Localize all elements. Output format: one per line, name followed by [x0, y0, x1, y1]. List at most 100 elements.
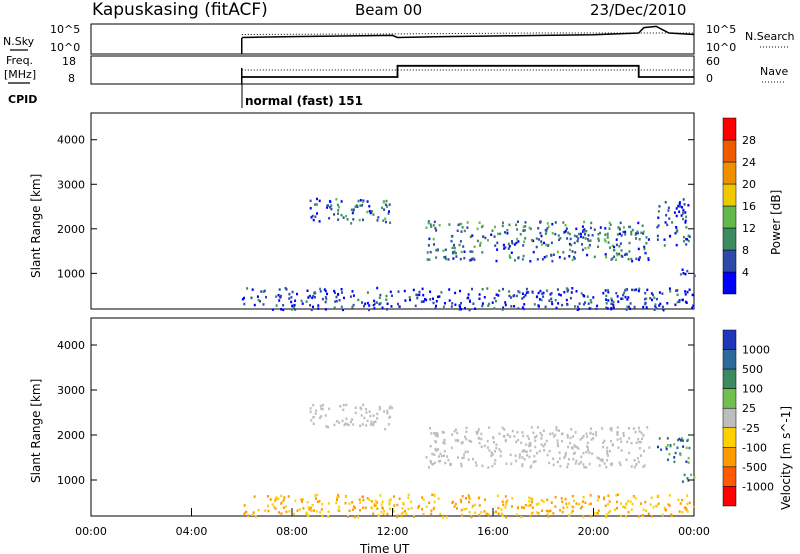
heat-cell-3-4: [657, 502, 660, 505]
heat-cell-3-4: [362, 498, 365, 502]
heat-cell-2-1: [456, 229, 459, 232]
heat-cell-2-0: [366, 200, 369, 203]
heat-cell-2-4: [513, 305, 516, 308]
xaxis-title: Time UT: [359, 542, 410, 554]
heat-cell-3-4: [421, 496, 424, 499]
heat-cell-2-1: [535, 245, 538, 249]
heat-cell-2-4: [422, 300, 425, 303]
heat-cell-2-4: [324, 289, 327, 293]
heat-cell-2-4: [308, 295, 311, 298]
heat-cell-3-4: [644, 500, 647, 504]
noise-panel: 10^5 10^0 10^5 10^0: [50, 23, 736, 55]
heat-cell-2-1: [523, 240, 526, 243]
heat-cell-2-4: [338, 299, 341, 302]
heat-cell-3-1: [443, 454, 445, 457]
heat-cell-3-1: [475, 464, 478, 467]
heat-cell-3-1: [518, 456, 521, 459]
heat-cell-3-1: [504, 439, 507, 443]
heat-cell-3-4: [545, 509, 548, 513]
power-cbar-block-7: [722, 117, 737, 141]
heat-cell-3-1: [587, 449, 590, 452]
heat-cell-2-1: [604, 240, 607, 243]
heat-cell-3-4: [380, 503, 383, 506]
heat-cell-3-4: [388, 503, 391, 506]
heat-cell-2-0: [312, 218, 315, 222]
heat-cell-2-4: [241, 298, 244, 301]
heat-cell-2-2: [664, 221, 667, 224]
heat-cell-2-2: [668, 217, 671, 220]
heat-cell-2-1: [640, 231, 643, 234]
heat-cell-2-1: [458, 243, 461, 247]
heat-cell-2-4: [502, 287, 504, 291]
heat-cell-2-4: [676, 293, 679, 297]
heat-cell-2-4: [495, 293, 498, 296]
heat-cell-3-4: [579, 507, 582, 510]
heat-cell-3-4: [497, 512, 500, 515]
heat-cell-3-4: [668, 494, 671, 497]
heat-cell-3-1: [443, 442, 446, 445]
heat-cell-3-1: [610, 427, 613, 430]
heat-cell-2-1: [566, 237, 569, 240]
heat-cell-3-4: [379, 494, 382, 497]
heat-cell-2-1: [506, 232, 509, 235]
heat-cell-3-1: [548, 450, 551, 453]
heat-cell-3-4: [515, 513, 518, 516]
power-data-group: [241, 197, 696, 312]
heat-cell-3-4: [582, 515, 585, 519]
heat-cell-3-4: [511, 497, 514, 500]
heat-cell-2-4: [592, 296, 595, 299]
heat-cell-3-3: [686, 477, 689, 480]
velocity-panel-frame: [90, 317, 695, 517]
heat-cell-3-1: [457, 456, 459, 459]
heat-cell-3-4: [247, 514, 250, 517]
heat-cell-2-1: [473, 258, 476, 261]
heat-cell-2-1: [551, 259, 554, 263]
heat-cell-2-0: [340, 213, 343, 217]
heat-cell-3-4: [407, 493, 410, 497]
heat-cell-2-1: [557, 234, 560, 237]
heat-cell-3-4: [604, 515, 607, 519]
heat-cell-3-1: [528, 444, 531, 448]
heat-cell-3-4: [686, 510, 689, 513]
heat-cell-3-4: [374, 499, 377, 503]
heat-cell-2-0: [377, 216, 380, 219]
heat-cell-2-4: [566, 290, 569, 293]
heat-cell-3-1: [521, 456, 524, 459]
heat-cell-3-1: [490, 451, 493, 454]
heat-cell-2-0: [330, 207, 333, 211]
heat-cell-2-1: [575, 235, 578, 238]
heat-cell-3-4: [523, 506, 525, 510]
heat-cell-2-0: [346, 218, 349, 221]
heat-cell-2-4: [363, 304, 365, 308]
heat-cell-2-1: [581, 248, 584, 252]
heat-cell-2-4: [397, 302, 399, 306]
heat-cell-3-1: [601, 427, 604, 430]
heat-cell-2-1: [427, 244, 430, 247]
heat-cell-3-4: [486, 512, 489, 516]
heat-cell-2-4: [404, 299, 407, 302]
heat-cell-2-0: [356, 205, 359, 208]
heat-cell-2-4: [324, 300, 327, 304]
heat-cell-3-4: [575, 502, 578, 505]
heat-cell-3-4: [657, 494, 660, 498]
heat-cell-2-4: [349, 295, 352, 298]
heat-cell-2-4: [432, 297, 434, 300]
heat-cell-2-4: [610, 302, 613, 305]
heat-cell-3-1: [577, 447, 580, 450]
heat-cell-2-2: [675, 230, 678, 234]
heat-cell-2-1: [619, 232, 621, 236]
heat-cell-3-1: [616, 433, 619, 437]
heat-cell-2-0: [330, 204, 333, 207]
heat-cell-3-4: [605, 513, 608, 516]
heat-cell-2-4: [312, 295, 315, 298]
heat-cell-3-1: [527, 437, 530, 440]
heat-cell-3-1: [581, 436, 584, 439]
power-cbar-block-3: [722, 205, 737, 229]
heat-cell-2-4: [351, 290, 354, 293]
heat-cell-2-1: [468, 259, 471, 262]
heat-cell-2-1: [515, 241, 518, 245]
heat-cell-3-1: [534, 439, 537, 442]
heat-cell-3-4: [422, 498, 425, 501]
heat-cell-3-4: [483, 510, 486, 513]
